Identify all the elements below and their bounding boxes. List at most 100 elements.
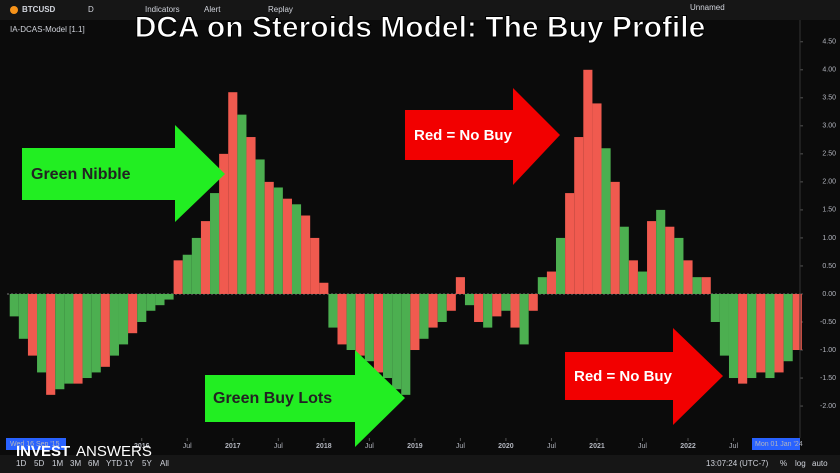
scale-option[interactable]: % <box>780 459 787 468</box>
annotation: Green Buy Lots <box>213 390 332 407</box>
bar <box>728 293 739 379</box>
bar <box>410 293 420 351</box>
scale-option[interactable]: auto <box>812 459 828 468</box>
arrow <box>22 125 225 222</box>
range-button[interactable]: 1M <box>52 459 63 468</box>
bar <box>118 293 129 345</box>
plot: 4.50 4.00 3.50 3.00 2.50 2.00 1.50 1.00 0.50 0.00… <box>7 20 836 450</box>
bar <box>692 277 702 294</box>
bar <box>373 293 384 373</box>
bar <box>556 237 566 294</box>
y-tick-label: 4.50 <box>822 39 836 46</box>
interval[interactable]: D <box>88 5 94 14</box>
bar <box>738 293 748 384</box>
bar <box>774 293 784 373</box>
bar <box>228 92 238 294</box>
range-button[interactable]: 5Y <box>142 459 152 468</box>
bar <box>647 221 657 294</box>
y-tick-label: 3.50 <box>822 95 836 102</box>
bar <box>200 221 211 294</box>
bar <box>82 293 92 379</box>
scale-option[interactable]: log <box>795 459 806 468</box>
bar <box>319 282 329 294</box>
bar <box>628 260 638 294</box>
top-toolbar <box>0 0 840 20</box>
range-button[interactable]: 1Y <box>124 459 134 468</box>
bar <box>301 215 311 294</box>
range-button[interactable]: 5D <box>34 459 44 468</box>
x-tick-label: Jul <box>638 443 647 450</box>
bar <box>464 293 475 306</box>
y-tick-label: -0.50 <box>820 319 836 326</box>
bar <box>91 293 101 373</box>
bar <box>219 153 229 294</box>
bar <box>273 187 283 294</box>
bar <box>182 254 192 294</box>
date-label-bg <box>6 438 66 450</box>
bar <box>483 293 493 328</box>
toolbar-button[interactable]: Replay <box>268 5 293 14</box>
bar <box>191 237 201 294</box>
annotation: Green Nibble <box>31 166 131 183</box>
bar <box>701 277 711 294</box>
y-tick-label: 2.00 <box>822 179 836 186</box>
bar <box>710 293 720 322</box>
x-tick-label: 2018 <box>316 443 332 450</box>
x-tick-label: Jul <box>729 443 738 450</box>
bar <box>656 209 666 294</box>
bar <box>246 137 256 294</box>
bottom-controls: 1D 5D 1M 3M 6M YTD 1Y 5Y All <box>16 459 169 468</box>
chart-title: DCA on Steroids Model: The Buy Profile <box>135 11 706 44</box>
bar <box>346 293 356 351</box>
x-tick-label: 2022 <box>680 443 696 450</box>
x-tick-label: Jul <box>365 443 374 450</box>
bar <box>9 293 19 317</box>
bar <box>528 293 538 311</box>
indicator-label: IA-DCAS-Model [1.1] <box>10 25 85 34</box>
range-button[interactable]: YTD <box>106 459 122 468</box>
range-button[interactable]: All <box>160 459 169 468</box>
bar <box>765 293 775 379</box>
bar <box>310 237 320 294</box>
y-tick-label: -1.00 <box>820 347 836 354</box>
bar <box>792 293 802 351</box>
x-tick-label: 2020 <box>498 443 514 450</box>
range-button[interactable]: 3M <box>70 459 81 468</box>
bar <box>337 293 347 345</box>
bar <box>210 193 220 294</box>
bar <box>37 293 47 373</box>
bar <box>665 226 675 294</box>
bar <box>46 293 56 395</box>
bar <box>164 293 174 300</box>
date-label-bg <box>752 438 800 450</box>
bar <box>155 293 165 306</box>
clock: 13:07:24 (UTC-7) <box>706 459 769 468</box>
bar <box>237 114 247 294</box>
symbol[interactable]: BTCUSD <box>22 5 56 14</box>
range-button[interactable]: 6M <box>88 459 99 468</box>
bar <box>510 293 520 328</box>
layout-name[interactable]: Unnamed <box>690 3 725 12</box>
bar <box>55 293 65 390</box>
bar <box>264 181 274 294</box>
bar <box>756 293 766 373</box>
x-tick-label: Jul <box>183 443 192 450</box>
bar <box>601 148 611 294</box>
toolbar-button[interactable]: Alert <box>204 5 221 14</box>
bar <box>137 293 147 322</box>
y-tick-label: 0.50 <box>822 263 836 270</box>
bar <box>519 293 529 345</box>
range-button[interactable]: 1D <box>16 459 26 468</box>
bar <box>719 293 729 356</box>
bottom-toolbar <box>0 455 840 473</box>
bar <box>392 293 402 390</box>
bar <box>619 226 629 294</box>
bar <box>637 271 648 294</box>
y-tick-label: 2.50 <box>822 151 836 158</box>
toolbar-button[interactable]: Indicators <box>145 5 180 14</box>
y-tick-label: 4.00 <box>822 67 836 74</box>
bar <box>455 277 465 294</box>
y-tick-label: 0.00 <box>822 291 836 298</box>
bar <box>592 103 602 294</box>
